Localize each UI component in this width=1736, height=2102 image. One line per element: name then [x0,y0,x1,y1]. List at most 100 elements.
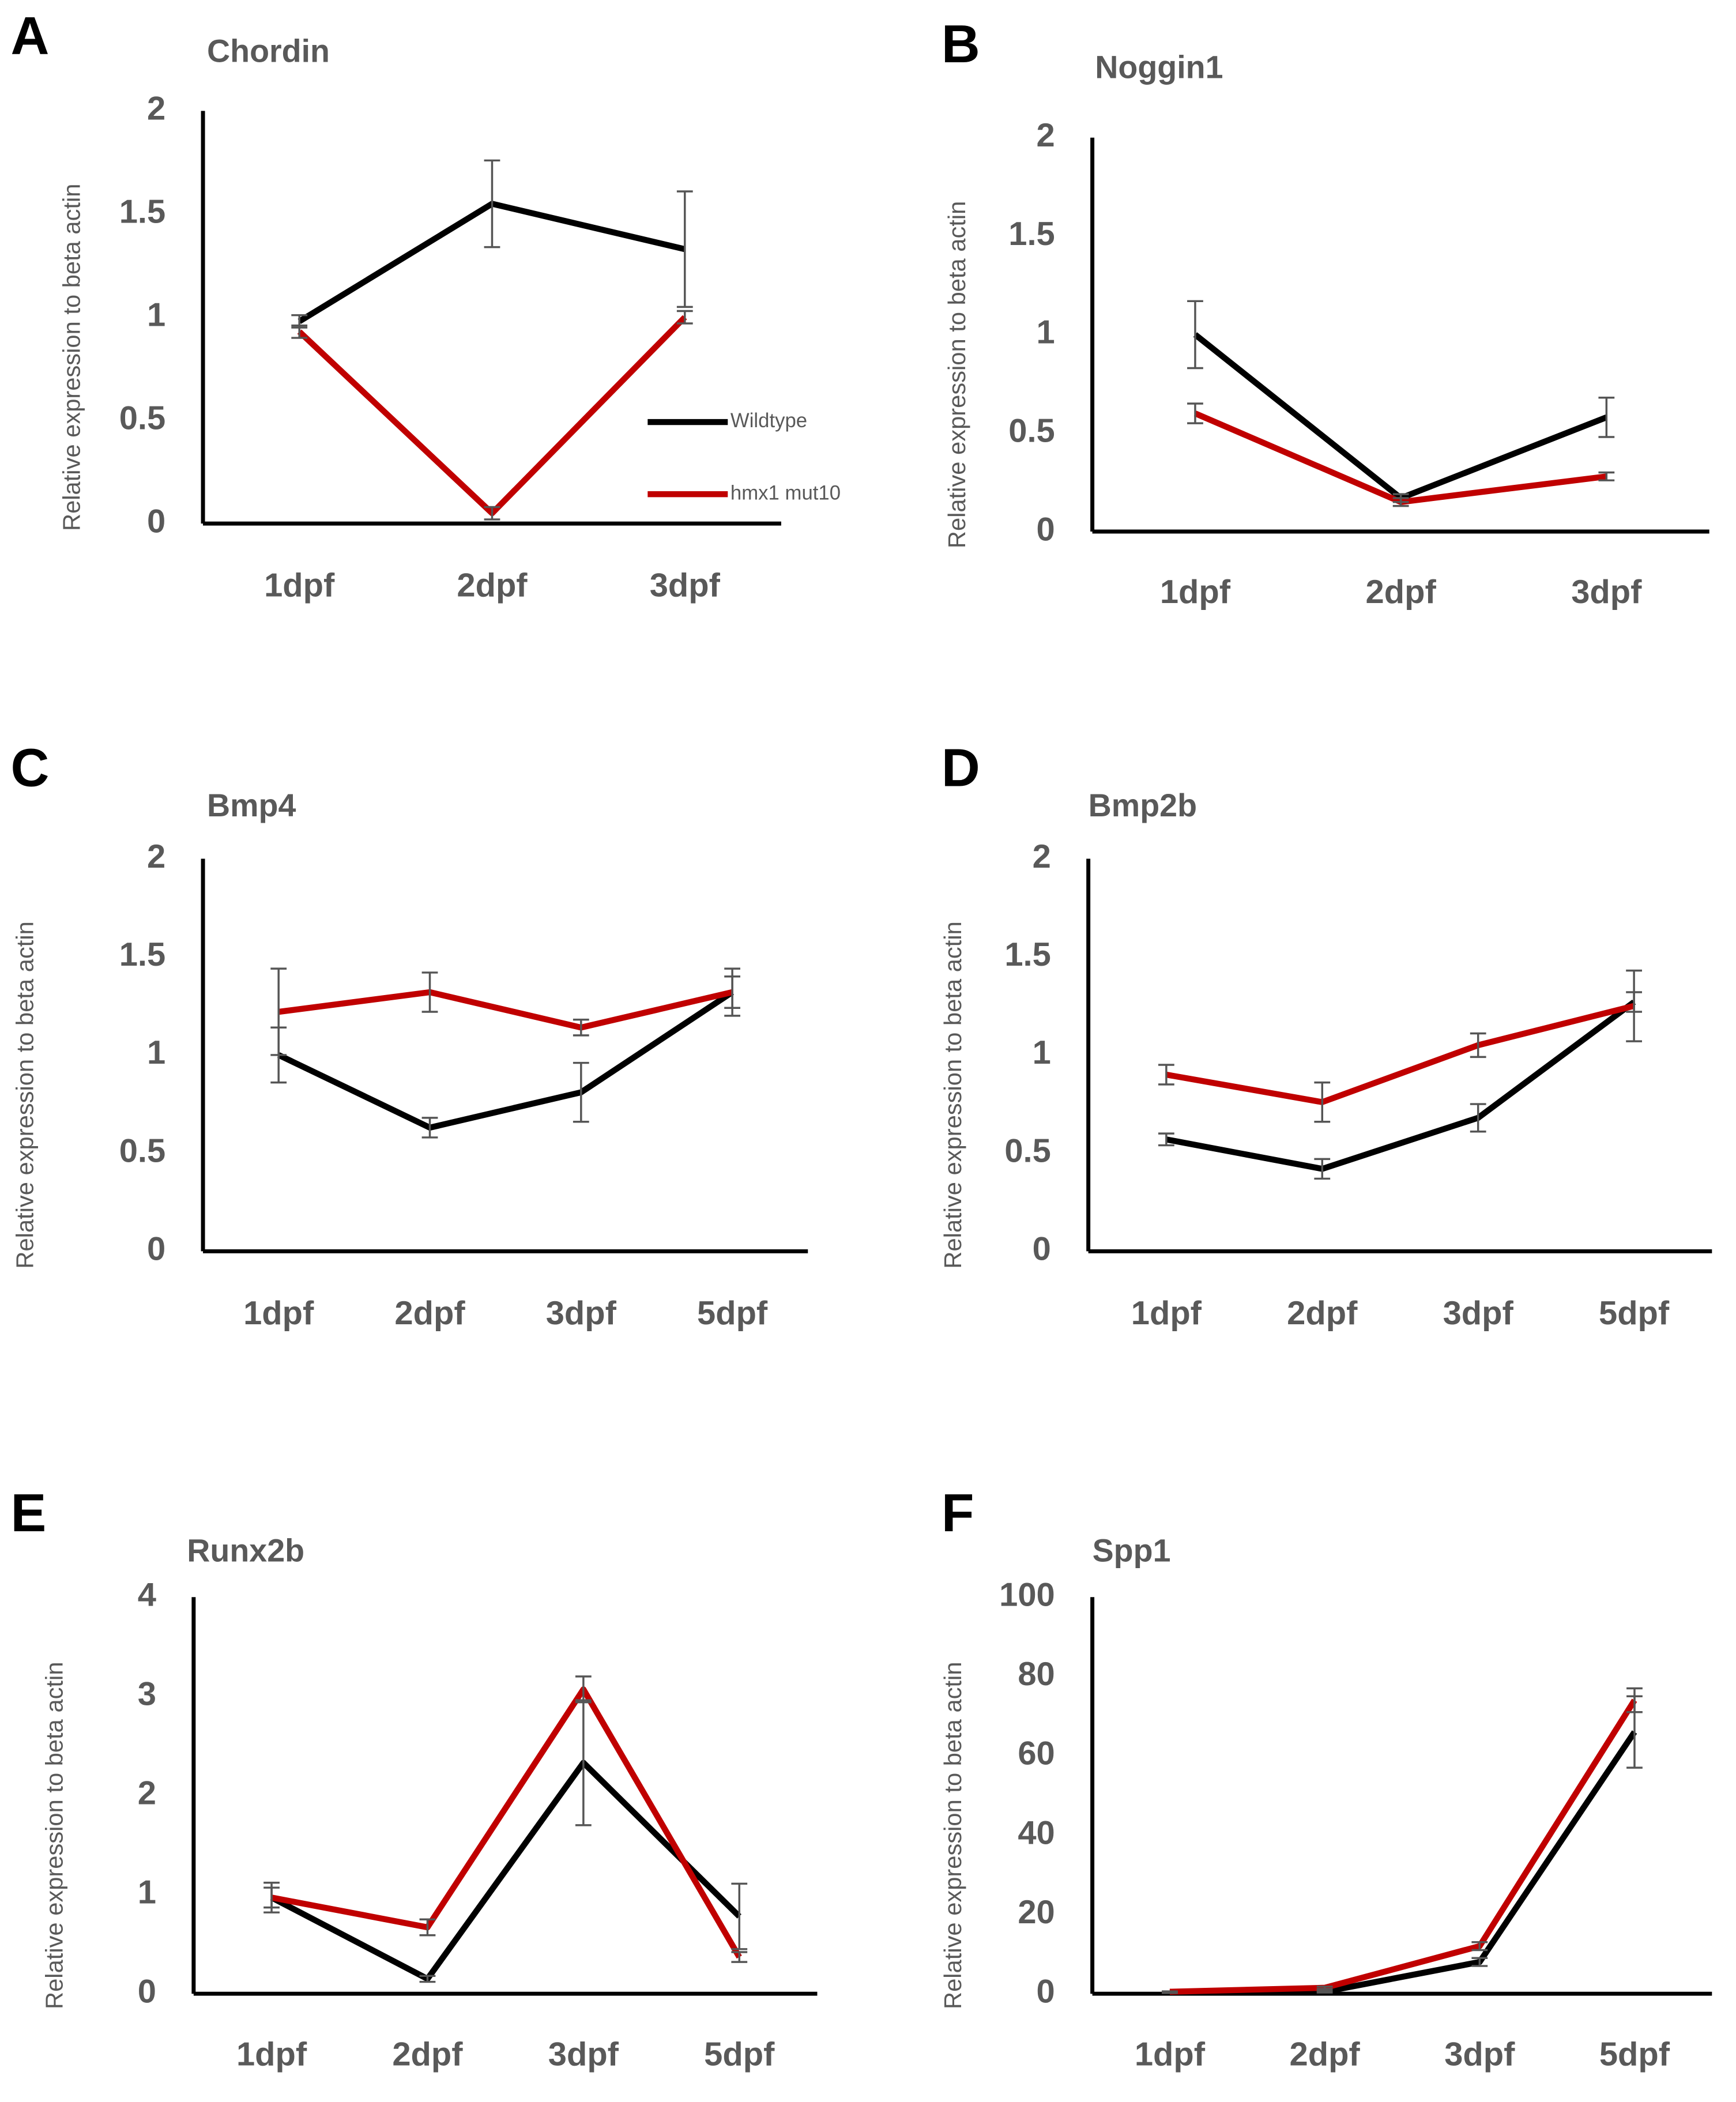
y-axis-label: Relative expression to beta actin [939,1662,966,2009]
x-tick-label: 3dpf [546,1295,617,1332]
x-tick-label: 1dpf [1135,2036,1206,2073]
series-line [278,989,733,1031]
panel-letter: D [942,737,980,797]
y-axis-label: Relative expression to beta actin [943,201,970,549]
y-axis-label: Relative expression to beta actin [58,184,85,532]
y-tick-label: 0.5 [1008,412,1055,449]
y-tick-label: 2 [147,91,165,127]
series-line [1169,1698,1637,1995]
series-line [1193,410,1607,505]
error-bar [263,1886,280,1909]
error-bar [291,324,308,339]
y-tick-label: 2 [147,838,165,875]
y-tick-label: 1 [1033,1034,1051,1071]
y-tick-label: 4 [138,1577,156,1614]
y-tick-label: 100 [999,1577,1055,1614]
error-bar [575,1675,592,1704]
x-tick-label: 2dpf [1290,2036,1361,2073]
y-tick-label: 80 [1018,1656,1055,1693]
chart-title: Noggin1 [1095,49,1223,85]
y-tick-label: 20 [1018,1894,1055,1931]
error-bar [1316,1990,1333,1994]
x-tick-label: 3dpf [1444,2036,1515,2073]
x-tick-label: 2dpf [457,567,528,604]
panel-letter: B [942,14,980,74]
error-bar [484,506,500,521]
error-bar [1316,1986,1333,1990]
y-tick-label: 0.5 [1004,1132,1050,1169]
error-bar [1470,1103,1486,1133]
error-bar [484,159,500,248]
error-bar [1187,300,1203,370]
error-bar [573,1061,589,1123]
chart-panel: A Chordin Relative expression to beta acti… [11,6,841,604]
y-tick-label: 1.5 [1008,216,1055,253]
legend-label: hmx1 mut10 [730,482,841,504]
error-bar [1392,497,1409,507]
chart-panel: B Noggin1 Relative expression to beta acti… [942,14,1709,611]
x-tick-label: 1dpf [1131,1295,1202,1332]
error-bar [1471,1957,1488,1967]
error-bar [1598,396,1615,438]
error-bar [1470,1032,1486,1058]
error-bar [1314,1081,1331,1123]
y-tick-label: 0 [147,503,165,540]
y-tick-label: 0 [147,1231,165,1268]
panel-letter: E [11,1483,47,1543]
y-tick-label: 1 [138,1874,156,1911]
error-bar [1158,1132,1174,1147]
error-bar [676,310,693,325]
chart-title: Spp1 [1093,1533,1171,1569]
y-tick-label: 0 [138,1973,156,2010]
series-line [297,315,687,517]
error-bar [419,1918,436,1937]
x-tick-label: 1dpf [264,567,335,604]
error-bar [1626,969,1643,1042]
series-line [271,1686,742,1959]
x-tick-label: 1dpf [243,1295,314,1332]
y-tick-label: 0 [1033,1231,1051,1268]
chart-panel: C Bmp4 Relative expression to beta actin 0 0… [11,737,808,1332]
y-tick-label: 0 [1037,1973,1055,2010]
series-line [1169,1730,1637,1996]
panel-letter: F [942,1483,974,1543]
x-tick-label: 5dpf [704,2036,775,2073]
series-line [270,1760,741,1982]
x-tick-label: 2dpf [394,1295,465,1332]
x-tick-label: 3dpf [1571,574,1642,611]
chart-panel: F Spp1 Relative expression to beta actin 0 2… [939,1483,1712,2073]
y-tick-label: 60 [1018,1735,1055,1772]
chart-title: Runx2b [187,1533,304,1569]
x-tick-label: 3dpf [548,2036,619,2073]
y-tick-label: 40 [1018,1814,1055,1851]
chart-panel: D Bmp2b Relative expression to beta actin 0… [939,737,1712,1332]
series-line [1193,332,1608,502]
chart-title: Chordin [207,33,330,69]
chart-title: Bmp4 [207,788,296,823]
y-tick-label: 2 [138,1775,156,1812]
y-axis-label: Relative expression to beta actin [939,921,966,1268]
y-tick-label: 1.5 [119,936,165,973]
series-line [277,989,734,1131]
chart-panel: E Runx2b Relative expression to beta actin… [11,1483,818,2073]
error-bar [1162,1990,1178,1994]
legend-label: Wildtype [730,410,807,432]
x-tick-label: 2dpf [392,2036,463,2073]
y-tick-label: 1 [147,297,165,334]
error-bar [1626,1687,1643,1713]
x-tick-label: 5dpf [1599,2036,1670,2073]
error-bar [421,971,438,1013]
error-bar [724,967,741,1017]
y-axis-label: Relative expression to beta actin [11,921,38,1269]
y-tick-label: 0 [1037,511,1055,548]
panel-letter: A [11,6,50,66]
x-tick-label: 5dpf [697,1295,768,1332]
error-bar [1158,1064,1174,1086]
error-bar [676,190,693,308]
x-tick-label: 3dpf [650,567,721,604]
panel-letter: C [11,737,50,797]
error-bar [1187,402,1203,424]
x-tick-label: 2dpf [1287,1295,1358,1332]
series-line [1165,999,1636,1172]
